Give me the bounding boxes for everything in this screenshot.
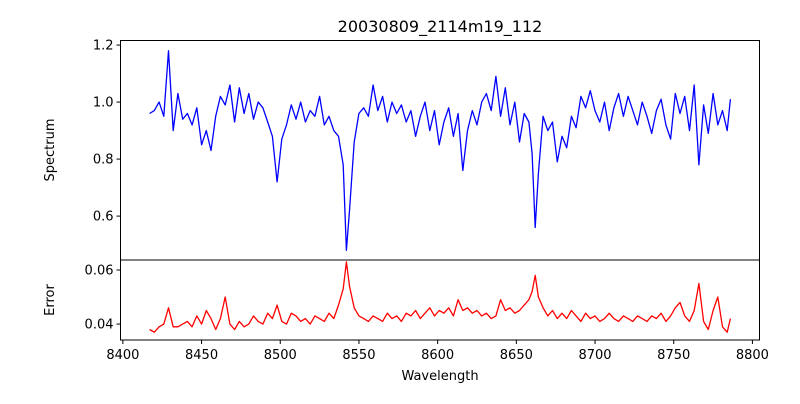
x-tick-label: 8800 — [736, 348, 769, 363]
error-axes-frame — [120, 259, 760, 341]
x-tick-label: 8600 — [421, 348, 454, 363]
y-tick-label: 0.8 — [93, 153, 114, 168]
error-series-line — [149, 261, 732, 333]
y-tick-label: 0.06 — [85, 264, 114, 279]
error-axes: 0.04 0.06 8400 8450 8500 8550 8600 8650 8700 8750… — [85, 261, 769, 363]
x-axis-label: Wavelength — [401, 369, 478, 384]
chart-title: 20030809_2114m19_112 — [338, 17, 543, 37]
x-tick-label: 8700 — [578, 348, 611, 363]
y-tick-label: 1.0 — [93, 96, 114, 111]
x-tick-label: 8500 — [264, 348, 297, 363]
x-tick-label: 8750 — [657, 348, 690, 363]
y-tick-label: 0.04 — [85, 318, 114, 333]
spectrum-axes: 0.6 0.8 1.0 1.2 — [93, 39, 732, 251]
y-tick-label: 1.2 — [93, 39, 114, 54]
x-tick-label: 8450 — [185, 348, 218, 363]
y-tick-label: 0.6 — [93, 210, 114, 225]
x-tick-label: 8650 — [500, 348, 533, 363]
y-axis-label-error: Error — [43, 284, 58, 316]
y-axis-label-spectrum: Spectrum — [43, 119, 58, 182]
x-tick-label: 8550 — [342, 348, 375, 363]
spectrum-series-line — [149, 50, 732, 251]
x-tick-label: 8400 — [106, 348, 139, 363]
